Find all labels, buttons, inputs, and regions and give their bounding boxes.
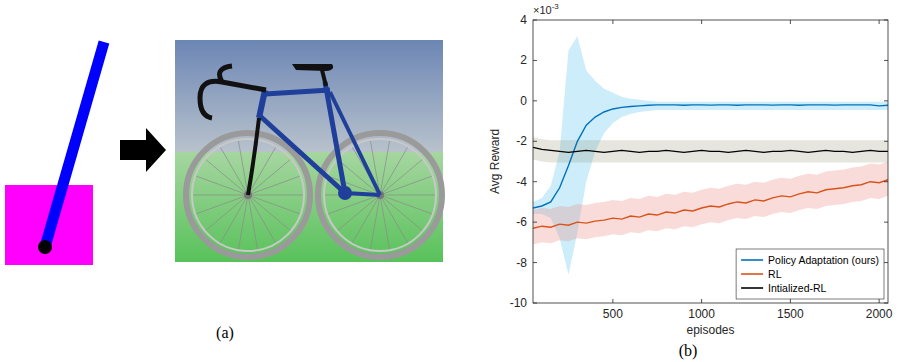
legend-box	[736, 249, 884, 299]
saddle	[292, 64, 333, 71]
x-tick	[790, 20, 791, 24]
spoke	[248, 195, 290, 230]
panel-label: (a)	[216, 324, 234, 342]
x-axis-title: episodes	[686, 323, 734, 337]
y-tick	[884, 222, 888, 223]
x-tick	[701, 20, 702, 24]
spoke	[380, 160, 422, 195]
spoke	[238, 141, 248, 195]
legend-label: RL	[768, 268, 782, 280]
seat-stay	[330, 92, 380, 195]
spoke	[380, 195, 390, 249]
spoke	[206, 195, 248, 230]
top-tube	[265, 90, 330, 94]
legend-swatch	[741, 273, 763, 275]
spoke	[196, 176, 248, 195]
y-tick	[884, 181, 888, 182]
head-tube	[259, 90, 265, 118]
y-tick	[884, 100, 888, 101]
spoke	[338, 195, 380, 230]
x-tick	[701, 299, 702, 303]
x-tick	[879, 299, 880, 303]
panel-label: (b)	[679, 342, 698, 360]
spoke	[193, 195, 248, 196]
variance-band	[533, 137, 888, 162]
panel-a	[5, 40, 443, 265]
panel-b: 500 1000 1500 2000 -10 -8 -6 -4 -2 0 2 4 ×10-3 episod…	[488, 2, 893, 337]
figure: (a) 500 1000 1500 2000 -10 -8 -6 -4 -2 0 2 4 ×10-3 epi…	[0, 0, 920, 362]
x-tick-label: 1000	[688, 307, 715, 321]
spoke	[248, 195, 303, 196]
legend-label: Intialized-RL	[768, 282, 827, 294]
spoke	[248, 176, 300, 195]
spoke	[248, 195, 258, 249]
y-tick	[884, 60, 888, 61]
y-tick-label: 4	[520, 13, 527, 27]
y-tick-label: -6	[516, 215, 527, 229]
spoke	[380, 195, 422, 230]
y-tick	[533, 141, 537, 142]
x-tick	[879, 20, 880, 24]
x-tick	[612, 299, 613, 303]
fork	[248, 118, 259, 195]
y-tick	[533, 181, 537, 182]
y-tick	[533, 303, 537, 304]
variance-band	[533, 162, 888, 245]
series-line	[533, 105, 888, 208]
plot-background	[533, 20, 888, 303]
y-tick	[533, 262, 537, 263]
plot-data	[533, 36, 888, 275]
y-tick	[533, 100, 537, 101]
exponent-base: ×10	[533, 4, 552, 16]
spoke	[380, 195, 435, 196]
pivot	[38, 240, 52, 254]
handlebar	[200, 66, 266, 118]
y-tick	[533, 222, 537, 223]
y-tick-label: 0	[520, 94, 527, 108]
y-axis-title: Avg Reward	[488, 129, 502, 194]
y-tick	[533, 60, 537, 61]
x-tick	[790, 299, 791, 303]
spoke	[380, 195, 432, 214]
spoke	[328, 195, 380, 214]
legend-swatch	[741, 287, 763, 289]
y-tick	[884, 141, 888, 142]
y-tick	[884, 262, 888, 263]
variance-band	[533, 36, 888, 275]
spoke	[221, 195, 249, 243]
exponent-power: -3	[552, 2, 560, 11]
seat-post	[322, 70, 326, 86]
legend-label: Policy Adaptation (ours)	[768, 254, 879, 266]
axis-exponent: ×10-3	[533, 2, 559, 16]
pole	[45, 42, 104, 247]
arrow	[120, 128, 166, 172]
spoke	[380, 147, 408, 195]
spoke	[380, 176, 432, 195]
y-tick-label: -8	[516, 256, 527, 270]
legend-swatch	[741, 259, 763, 261]
series-line	[533, 180, 888, 229]
spoke	[206, 160, 248, 195]
y-tick-label: -2	[516, 134, 527, 148]
y-tick	[533, 20, 537, 21]
spoke	[353, 195, 381, 243]
y-tick	[884, 303, 888, 304]
x-tick	[612, 20, 613, 24]
y-tick-label: -10	[510, 296, 528, 310]
spoke	[248, 195, 300, 214]
crank	[338, 186, 352, 200]
y-tick	[884, 20, 888, 21]
y-tick-label: 2	[520, 53, 527, 67]
y-tick-label: -4	[516, 175, 527, 189]
x-tick-label: 2000	[866, 307, 893, 321]
legend: Policy Adaptation (ours) RL Intialized-RL	[736, 249, 884, 299]
x-tick-label: 500	[603, 307, 623, 321]
series-line	[533, 147, 888, 152]
spoke	[196, 195, 248, 214]
axes-frame	[533, 20, 888, 303]
x-tick-label: 1500	[777, 307, 804, 321]
